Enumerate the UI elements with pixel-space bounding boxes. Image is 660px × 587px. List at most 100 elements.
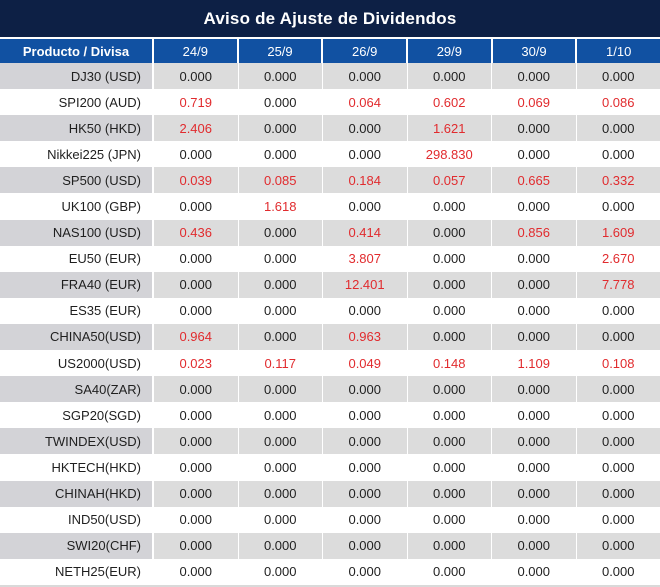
dividend-value: 0.000 xyxy=(575,193,660,220)
column-header-date-6: 1/10 xyxy=(575,39,660,63)
dividend-value: 0.000 xyxy=(237,506,323,533)
product-label: HKTECH(HKD) xyxy=(51,459,141,475)
dividend-value: 0.000 xyxy=(406,323,491,351)
dividend-value: 0.000 xyxy=(406,558,492,585)
dividend-value: 0.000 xyxy=(575,454,660,481)
table-row: UK100 (GBP) 0.000 1.618 0.000 0.000 0.000 0.00… xyxy=(0,193,660,220)
table-row: SP500 (USD) 0.039 0.085 0.184 0.057 0.665 0.33… xyxy=(0,167,660,194)
dividend-value: 0.000 xyxy=(491,532,576,559)
table-row: SWI20(CHF) 0.000 0.000 0.000 0.000 0.000 0.000 xyxy=(0,532,660,559)
dividend-value: 0.000 xyxy=(322,63,407,90)
table-row: SPI200 (AUD) 0.719 0.000 0.064 0.602 0.069 0.0… xyxy=(0,89,660,116)
dividend-value: 0.000 xyxy=(406,271,491,298)
column-header-date-3: 26/9 xyxy=(321,39,406,63)
dividend-value: 0.085 xyxy=(237,167,322,194)
dividend-value: 0.436 xyxy=(152,219,238,246)
product-label: CHINA50(USD) xyxy=(0,323,152,351)
dividend-value: 0.000 xyxy=(491,323,576,351)
table-row: Nikkei225 (JPN) 0.000 0.000 0.000 298.830 0.0… xyxy=(0,141,660,168)
dividend-value: 0.000 xyxy=(406,454,492,481)
table-row: US2000(USD) 0.023 0.117 0.049 0.148 1.109 0.10… xyxy=(0,350,660,377)
product-label: FRA40 (EUR) xyxy=(0,271,152,298)
column-header-date-4: 29/9 xyxy=(406,39,491,63)
dividend-value: 0.000 xyxy=(491,271,576,298)
dividend-value: 0.057 xyxy=(406,167,491,194)
dividend-value: 0.000 xyxy=(575,480,660,507)
product-label: SA40(ZAR) xyxy=(0,376,152,403)
dividend-value: 0.665 xyxy=(491,167,576,194)
product-label: DJ30 (USD) xyxy=(0,63,152,90)
dividend-value: 0.000 xyxy=(491,141,576,168)
table-bottom-edge xyxy=(0,585,660,587)
dividend-value: 0.000 xyxy=(575,141,660,168)
dividend-value: 0.148 xyxy=(406,350,492,377)
dividend-value: 0.000 xyxy=(406,506,492,533)
dividend-value: 0.000 xyxy=(575,63,660,90)
table-row: FRA40 (EUR) 0.000 0.000 12.401 0.000 0.000 7.7… xyxy=(0,271,660,298)
dividend-value: 0.064 xyxy=(322,89,407,116)
dividend-value: 0.000 xyxy=(152,558,238,585)
dividend-value: 0.000 xyxy=(322,402,407,429)
dividend-value: 0.000 xyxy=(322,193,407,220)
table-row: SGP20(SGD) 0.000 0.000 0.000 0.000 0.000 0.000 xyxy=(0,402,660,429)
dividend-value: 0.000 xyxy=(491,480,576,507)
dividend-value: 0.000 xyxy=(152,376,238,403)
dividend-value: 0.000 xyxy=(237,376,322,403)
dividend-value: 0.000 xyxy=(237,297,323,324)
table-row: DJ30 (USD) 0.000 0.000 0.000 0.000 0.000 0.000 xyxy=(0,63,660,90)
dividend-value: 0.000 xyxy=(491,506,576,533)
dividend-value: 0.000 xyxy=(237,558,323,585)
dividend-value: 0.000 xyxy=(322,376,407,403)
dividend-value: 0.000 xyxy=(152,271,238,298)
dividend-value: 0.000 xyxy=(406,297,492,324)
table-row: ES35 (EUR) 0.000 0.000 0.000 0.000 0.000 0.000 xyxy=(0,297,660,324)
table-row: IND50(USD) 0.000 0.000 0.000 0.000 0.000 0.000 xyxy=(0,506,660,533)
dividend-value: 0.117 xyxy=(237,350,323,377)
dividend-value: 0.000 xyxy=(575,532,660,559)
dividend-value: 0.000 xyxy=(322,558,407,585)
dividend-value: 0.000 xyxy=(491,428,576,455)
dividend-value: 0.000 xyxy=(322,428,407,455)
dividend-value: 0.000 xyxy=(237,480,322,507)
dividend-value: 0.000 xyxy=(237,89,323,116)
dividend-value: 0.000 xyxy=(322,454,407,481)
product-label: IND50(USD) xyxy=(68,512,141,528)
dividend-value: 0.000 xyxy=(237,271,322,298)
dividend-value: 0.000 xyxy=(152,63,238,90)
dividend-value: 0.000 xyxy=(322,297,407,324)
column-header-date-2: 25/9 xyxy=(236,39,322,63)
product-label: Nikkei225 (JPN) xyxy=(47,146,141,162)
dividend-value: 0.184 xyxy=(322,167,407,194)
dividend-value: 0.000 xyxy=(491,402,576,429)
dividend-value: 0.000 xyxy=(575,297,660,324)
dividend-value: 0.000 xyxy=(575,402,660,429)
table-row: SA40(ZAR) 0.000 0.000 0.000 0.000 0.000 0.000 xyxy=(0,376,660,403)
dividend-value: 0.000 xyxy=(575,506,660,533)
table-header-row: Producto / Divisa 24/9 25/9 26/9 29/9 30… xyxy=(0,39,660,63)
product-label: SWI20(CHF) xyxy=(0,532,152,559)
dividend-value: 0.000 xyxy=(322,141,407,168)
dividend-value: 0.000 xyxy=(575,115,660,142)
dividend-value: 0.000 xyxy=(237,428,322,455)
table-row: CHINAH(HKD) 0.000 0.000 0.000 0.000 0.000 0.00… xyxy=(0,480,660,507)
dividend-value: 0.000 xyxy=(491,115,576,142)
dividend-value: 1.621 xyxy=(406,115,491,142)
dividend-value: 0.000 xyxy=(322,506,407,533)
dividend-value: 0.000 xyxy=(237,115,322,142)
dividend-value: 0.000 xyxy=(322,480,407,507)
product-label: ES35 (EUR) xyxy=(69,303,141,319)
dividend-value: 2.670 xyxy=(575,245,660,272)
dividend-value: 2.406 xyxy=(152,115,238,142)
dividend-value: 0.000 xyxy=(406,402,492,429)
dividend-value: 0.000 xyxy=(152,245,238,272)
dividend-value: 0.000 xyxy=(152,480,238,507)
dividend-value: 0.000 xyxy=(491,454,576,481)
dividend-value: 0.332 xyxy=(575,167,660,194)
dividend-value: 0.856 xyxy=(491,219,576,246)
dividend-value: 0.000 xyxy=(491,297,576,324)
dividend-value: 0.000 xyxy=(152,141,238,168)
dividend-value: 0.000 xyxy=(406,219,491,246)
table-row: CHINA50(USD) 0.964 0.000 0.963 0.000 0.000 0.0… xyxy=(0,323,660,351)
page-title: Aviso de Ajuste de Dividendos xyxy=(0,0,660,39)
